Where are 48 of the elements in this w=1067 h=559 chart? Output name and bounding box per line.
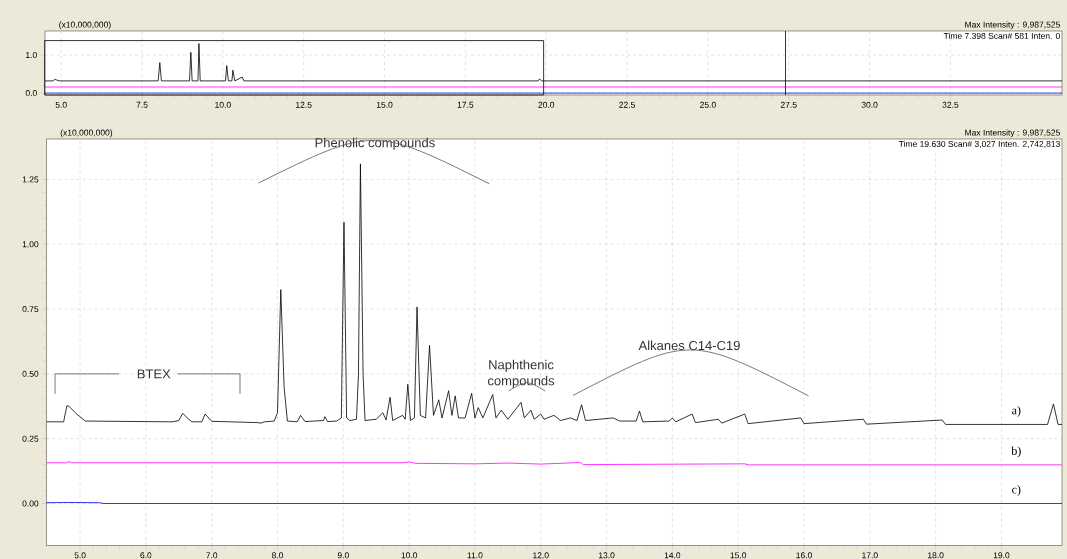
y-tick-label: 0.0	[25, 90, 37, 97]
x-tick-label: 5.0	[74, 552, 86, 559]
y-tick-label: 0.25	[22, 435, 39, 442]
annotation: Phenolic compounds	[315, 137, 435, 150]
annotation: BTEX	[137, 369, 171, 379]
x-tick-label: 15.0	[376, 101, 393, 108]
y-tick-label: 0.00	[22, 500, 39, 507]
x-tick-label: 17.0	[862, 552, 878, 559]
text: (x10,000,000)	[60, 129, 113, 138]
x-tick-label: 6.0	[140, 552, 152, 559]
y-tick-label: 1.00	[22, 241, 39, 248]
x-tick-label: 10.0	[401, 552, 418, 559]
annotation: Time 7.398 Scan# 581 Inten. 0	[943, 32, 1060, 39]
text: Max Intensity : 9,987,525	[965, 21, 1060, 30]
x-tick-label: 12.5	[296, 101, 312, 108]
y-tick-label: 1.0	[26, 51, 37, 58]
x-tick-label: 17.5	[457, 101, 474, 108]
x-tick-label: 8.0	[271, 552, 284, 559]
x-tick-label: 7.5	[136, 101, 148, 108]
x-tick-label: 14.0	[664, 552, 681, 559]
annotation: Naphthenic compounds	[487, 359, 555, 388]
x-tick-label: 30.0	[861, 101, 878, 108]
x-tick-label: 18.0	[928, 552, 944, 559]
x-tick-label: 16.0	[796, 552, 812, 559]
x-tick-label: 12.0	[533, 552, 549, 559]
x-tick-label: 9.0	[337, 552, 349, 559]
x-tick-label: 15.0	[730, 552, 747, 559]
y-tick-label: 0.50	[22, 370, 39, 377]
x-tick-label: 25.0	[700, 101, 716, 108]
x-tick-label: 10.0	[215, 101, 231, 108]
y-tick-label: 0.75	[22, 306, 39, 313]
x-tick-label: 13.0	[598, 552, 615, 559]
series-label: b)	[1011, 446, 1021, 458]
series-label: c)	[1012, 485, 1021, 496]
series-label: a)	[1012, 406, 1021, 417]
annotation: Time 19.630 Scan# 3,027 Inten. 2,742,813	[898, 140, 1060, 148]
x-tick-label: 32.5	[942, 101, 959, 108]
text: Max Intensity : 9,987,525	[965, 129, 1060, 138]
x-tick-label: 7.0	[206, 552, 218, 559]
x-tick-label: 19.0	[993, 552, 1010, 559]
x-tick-label: 20.0	[538, 101, 555, 108]
text: (x10,000,000)	[59, 21, 111, 30]
x-tick-label: 22.5	[619, 101, 635, 108]
x-tick-label: 5.0	[55, 101, 67, 108]
x-tick-label: 27.5	[780, 101, 797, 108]
x-tick-label: 11.0	[467, 552, 483, 559]
y-tick-label: 1.25	[22, 176, 39, 183]
annotation: Alkanes C14-C19	[638, 340, 740, 351]
